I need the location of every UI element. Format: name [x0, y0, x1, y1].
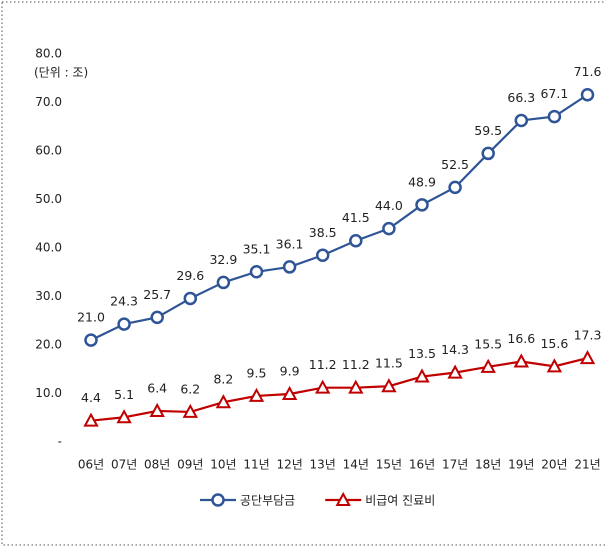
x-tick-label: 17년 [442, 458, 468, 472]
x-tick-label: 09년 [177, 458, 203, 472]
data-label: 13.5 [408, 346, 436, 361]
data-label: 25.7 [143, 287, 171, 302]
legend-label: 공단부담금 [240, 494, 295, 508]
data-label: 9.5 [247, 365, 267, 380]
marker [349, 233, 363, 248]
marker [447, 364, 463, 379]
data-label: 11.5 [375, 356, 403, 371]
marker [281, 385, 298, 400]
marker [381, 378, 397, 393]
marker [315, 379, 331, 394]
marker [249, 265, 264, 279]
x-tick-label: 06년 [78, 458, 104, 472]
y-tick-label: 70.0 [35, 95, 62, 109]
marker [415, 198, 429, 212]
y-tick-label: 80.0 [35, 47, 62, 61]
marker [149, 402, 165, 417]
data-label: 41.5 [342, 210, 370, 225]
marker [513, 353, 529, 368]
marker [150, 310, 164, 325]
x-tick-label: 14년 [343, 458, 369, 472]
y-tick-label: 20.0 [35, 338, 62, 352]
data-label: 9.9 [280, 363, 300, 378]
data-label: 21.0 [77, 310, 105, 325]
data-label: 59.5 [474, 123, 502, 138]
marker [579, 350, 596, 365]
data-label: 6.2 [180, 381, 200, 396]
x-tick-label: 21년 [574, 458, 600, 472]
y-tick-label: - [58, 435, 62, 449]
data-label: 52.5 [441, 157, 469, 172]
marker [116, 409, 132, 424]
data-label: 17.3 [574, 328, 602, 343]
data-label: 15.6 [540, 336, 568, 351]
unit-label: (단위 : 조) [34, 66, 88, 80]
data-label: 5.1 [114, 387, 134, 402]
x-tick-label: 18년 [475, 458, 501, 472]
data-label: 66.3 [507, 90, 535, 105]
x-tick-label: 13년 [310, 458, 336, 472]
y-tick-label: 40.0 [35, 241, 62, 255]
data-label: 8.2 [213, 372, 233, 387]
marker [382, 221, 396, 236]
marker [315, 248, 330, 263]
data-label: 38.5 [309, 225, 337, 240]
marker [546, 358, 563, 373]
data-label: 35.1 [243, 241, 271, 256]
marker [348, 379, 364, 394]
y-tick-label: 60.0 [35, 144, 62, 158]
x-tick-label: 11년 [243, 458, 269, 472]
data-label: 67.1 [540, 86, 568, 101]
data-label: 11.2 [309, 357, 337, 372]
series-line [90, 357, 588, 422]
data-label: 24.3 [110, 294, 138, 309]
x-tick-label: 12년 [276, 458, 302, 472]
y-tick-label: 30.0 [35, 289, 62, 303]
marker [84, 333, 98, 347]
marker [83, 412, 99, 427]
data-label: 14.3 [441, 342, 469, 357]
data-label: 48.9 [408, 174, 436, 189]
marker [215, 394, 232, 409]
data-label: 15.5 [474, 336, 502, 351]
x-tick-label: 15년 [376, 458, 402, 472]
marker [183, 291, 198, 306]
marker [211, 493, 225, 507]
marker [248, 387, 265, 402]
y-tick-label: 10.0 [35, 386, 62, 400]
marker [182, 403, 198, 418]
marker [514, 113, 529, 128]
marker [335, 491, 351, 506]
series-line [90, 93, 589, 342]
x-tick-label: 07년 [111, 458, 137, 472]
x-tick-label: 19년 [508, 458, 534, 472]
x-tick-label: 10년 [210, 458, 236, 472]
data-label: 71.6 [574, 64, 602, 79]
legend-label: 비급여 진료비 [365, 494, 435, 508]
data-label: 29.6 [176, 268, 204, 283]
data-label: 4.4 [81, 390, 101, 405]
x-tick-label: 20년 [541, 458, 567, 472]
marker [480, 358, 496, 373]
data-label: 16.6 [507, 331, 535, 346]
marker [414, 368, 430, 383]
marker [547, 109, 562, 124]
data-label: 44.0 [375, 198, 403, 213]
data-label: 6.4 [147, 380, 167, 395]
y-tick-label: 50.0 [35, 192, 62, 206]
marker [216, 275, 231, 290]
marker [282, 260, 297, 274]
x-tick-label: 08년 [144, 458, 170, 472]
marker [448, 180, 462, 195]
x-tick-label: 16년 [409, 458, 435, 472]
data-label: 32.9 [209, 252, 237, 267]
data-label: 36.1 [276, 236, 304, 251]
marker [117, 317, 131, 331]
data-label: 11.2 [342, 357, 370, 372]
marker [580, 87, 595, 102]
marker [481, 146, 495, 161]
